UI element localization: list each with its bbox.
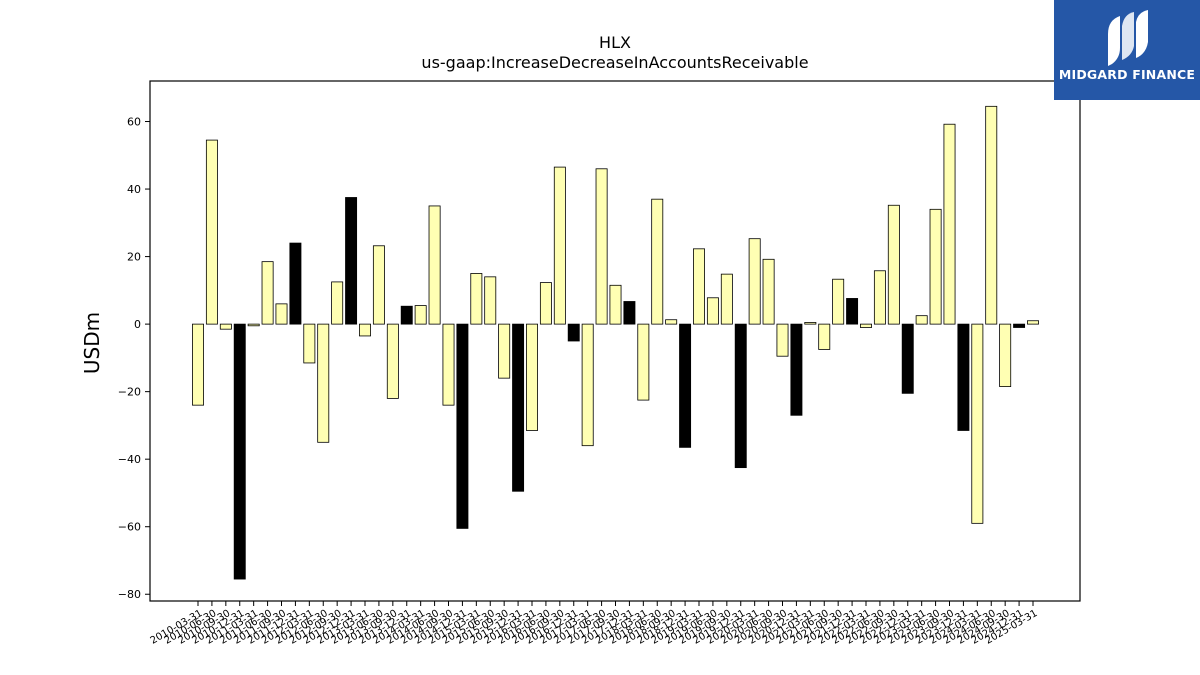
bar-2024-09-30 [999, 323, 1012, 387]
bar-2018-03-31 [637, 323, 650, 401]
bar-2020-03-31 [748, 238, 761, 325]
bar-2022-03-31 [860, 323, 872, 328]
bar-2016-06-30 [539, 282, 552, 325]
bar-2021-03-31 [804, 322, 817, 325]
bar-2020-09-30 [776, 323, 789, 357]
bar-2011-03-31 [247, 323, 260, 327]
bars-group [192, 105, 1039, 580]
bar-2011-12-31 [289, 242, 302, 325]
bar-2023-12-31 [957, 323, 970, 431]
bar-2017-06-30 [595, 168, 608, 325]
bar-2024-12-31 [1013, 323, 1026, 328]
bar-2018-12-31 [679, 323, 692, 448]
bar-2020-06-30 [762, 258, 775, 325]
logo-text: MIDGARD FINANCE [1058, 67, 1196, 82]
bar-2019-09-30 [720, 273, 733, 325]
plot-frame [149, 80, 1081, 602]
bar-2010-03-31 [192, 323, 204, 406]
bar-2022-09-30 [887, 204, 900, 325]
chart-subtitle: us-gaap:IncreaseDecreaseInAccountsReceiv… [421, 53, 808, 72]
y-tick-label: −20 [118, 386, 141, 399]
bar-2017-12-31 [623, 301, 636, 325]
bar-2016-12-31 [567, 323, 580, 342]
bar-2016-03-31 [526, 323, 538, 431]
bar-2012-09-30 [331, 281, 344, 325]
bar-2022-06-30 [873, 270, 886, 325]
bar-2013-06-30 [372, 245, 385, 325]
bar-2015-12-31 [512, 323, 525, 492]
bar-2011-06-30 [261, 261, 274, 325]
bar-2019-03-31 [693, 248, 705, 325]
bar-2024-06-30 [985, 105, 998, 325]
bar-2010-12-31 [233, 323, 246, 580]
bar-2010-06-30 [205, 139, 218, 325]
bar-2021-12-31 [846, 298, 859, 325]
bar-2013-03-31 [359, 323, 371, 337]
x-axis: 2010-03-312010-06-302010-09-302010-12-31… [149, 601, 1040, 647]
bar-2017-03-31 [581, 323, 594, 447]
bar-2015-09-30 [498, 323, 511, 379]
bar-2021-09-30 [832, 278, 845, 325]
y-axis: −80 −60 −40 −20 0 20 40 60 [118, 116, 150, 601]
bar-2023-03-31 [915, 315, 928, 325]
bar-2011-09-30 [275, 303, 288, 325]
bar-2016-09-30 [553, 166, 566, 325]
y-tick-label: −60 [118, 521, 141, 534]
bar-2018-06-30 [651, 198, 664, 325]
y-tick-label: 0 [134, 318, 141, 331]
bar-2022-12-31 [901, 323, 914, 394]
bar-2023-09-30 [943, 123, 956, 325]
bar-2021-06-30 [818, 323, 831, 350]
bar-2020-12-31 [790, 323, 803, 416]
bar-2019-12-31 [734, 323, 747, 469]
bar-2015-03-31 [470, 273, 483, 325]
bar-2018-09-30 [665, 319, 678, 325]
bar-2014-03-31 [414, 305, 427, 325]
bar-2019-06-30 [706, 297, 719, 325]
bar-2025-03-31 [1027, 320, 1039, 325]
bar-2012-03-31 [303, 323, 316, 364]
y-tick-label: −80 [118, 588, 141, 601]
bar-2012-12-31 [345, 197, 358, 325]
bar-2013-09-30 [386, 323, 399, 399]
bar-2015-06-30 [484, 276, 497, 325]
bar-2014-09-30 [442, 323, 455, 406]
y-tick-label: 60 [127, 116, 141, 129]
chart-title: HLX [599, 33, 631, 52]
bar-2023-06-30 [929, 208, 942, 325]
y-tick-label: −40 [118, 453, 141, 466]
logo-mark-icon [1108, 10, 1148, 66]
bar-2017-09-30 [609, 284, 622, 325]
y-tick-label: 20 [127, 251, 141, 264]
bar-2014-06-30 [428, 205, 441, 325]
bar-2012-06-30 [317, 323, 330, 443]
bar-2024-03-31 [971, 323, 984, 524]
bar-2013-12-31 [400, 305, 413, 325]
y-tick-label: 40 [127, 183, 141, 196]
midgard-finance-logo: MIDGARD FINANCE [1054, 0, 1200, 100]
bar-2014-12-31 [456, 323, 469, 529]
y-axis-label: USDm [80, 312, 104, 374]
bar-2010-09-30 [219, 323, 232, 330]
